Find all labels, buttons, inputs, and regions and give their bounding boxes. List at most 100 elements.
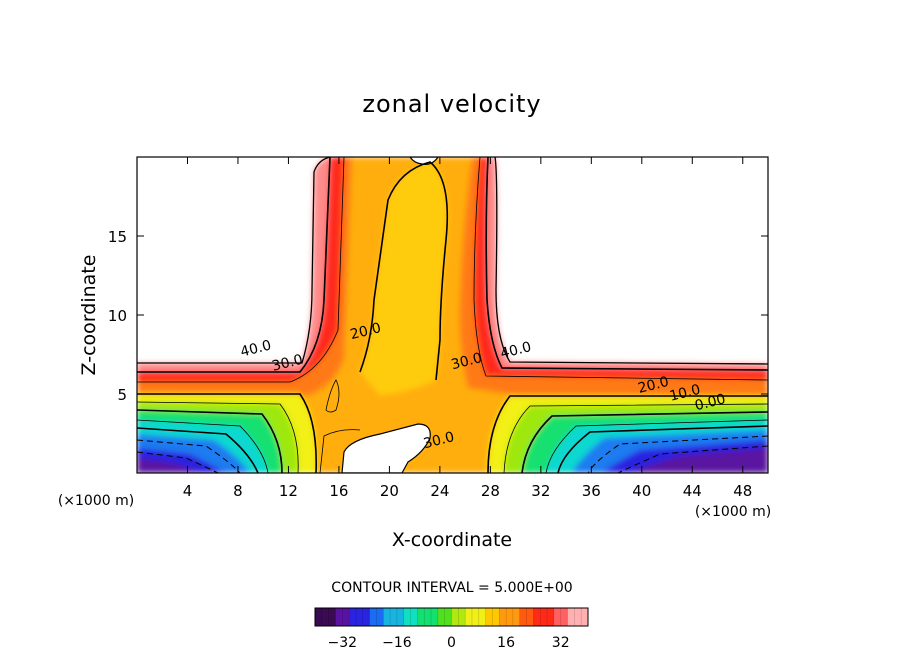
colorbar-tick-label: 32 [552,635,570,651]
x-tick-label: 32 [531,482,550,500]
contour-15-right [503,403,768,473]
colorbar-swatch [369,608,377,626]
colorbar-swatch [437,608,446,626]
contour-5-left [137,419,269,473]
velocity-field [137,157,768,473]
x-unit-left: (×1000 m) [58,493,134,509]
colorbar-swatch [410,608,418,626]
contour-label: 0.00 [693,391,727,414]
x-tick-label: 28 [481,482,500,500]
contour-30-right [485,157,768,371]
colorbar-swatch [328,608,336,626]
colorbar-swatch [383,608,391,626]
colorbar: −32 −16 0 16 32 [314,607,589,651]
colorbar-swatch [574,608,582,626]
contour-center-inner [319,379,361,473]
contour-20-plume [359,161,449,381]
x-tick-label: 48 [733,482,752,500]
contour-15-left [137,401,299,473]
colorbar-swatch [335,608,343,626]
colorbar-swatch [376,608,384,626]
contour-5-right [545,419,768,473]
colorbar-swatch [349,608,357,626]
colorbar-swatch [526,608,534,626]
x-tick-label: 8 [233,482,243,500]
x-tick-label: 4 [183,482,193,500]
x-axis-label: X-coordinate [392,529,512,551]
colorbar-swatch [451,608,459,626]
colorbar-swatch [506,608,514,626]
colorbar-swatch [533,608,541,626]
colorbar-swatch [478,608,487,626]
colorbar-tick-label: −16 [382,635,412,651]
colorbar-swatch [567,608,575,626]
x-unit-right: (×1000 m) [695,504,771,520]
contour-0-left [137,427,259,473]
colorbar-swatch [553,608,562,626]
contour-label: 30.0 [450,350,484,373]
colorbar-tick-labels: −32 −16 0 16 32 [328,635,570,651]
colorbar-swatch [471,608,480,626]
colorbar-swatch [485,608,493,626]
y-tick-label: 5 [117,386,127,404]
x-tick-label: 24 [430,482,449,500]
colorbar-swatches [314,608,589,626]
x-tick-label: 12 [279,482,298,500]
colorbar-swatch [431,608,439,626]
chart-title: zonal velocity [362,90,541,118]
contour-label: 40.0 [239,338,273,361]
y-tick-label: 15 [108,228,127,246]
x-tick-label: 44 [683,482,702,500]
colorbar-swatch [512,608,521,626]
contour-40-left [137,157,331,364]
contour-label: 20.0 [636,374,670,397]
y-tick-marks: 5 10 15 [108,228,768,404]
colorbar-tick-label: 16 [497,635,515,651]
colorbar-swatch [390,608,398,626]
colorbar-swatch [321,608,330,626]
x-tick-label: 40 [632,482,651,500]
contour-30-left [137,157,331,373]
colorbar-swatch [465,608,473,626]
contour-20-left [137,393,317,473]
field-band-gold [360,162,448,395]
colorbar-swatch [492,608,500,626]
colorbar-swatch [396,608,405,626]
x-tick-label: 36 [582,482,601,500]
colorbar-swatch [519,608,527,626]
colorbar-swatch [540,608,548,626]
colorbar-swatch [458,608,466,626]
field-band-violet-l [137,458,200,473]
contour-25-right [473,157,768,381]
contour-label: 10.0 [668,382,702,405]
contour-label: 20.0 [349,320,383,343]
contour-label: 30.0 [422,429,456,452]
contour-40-right [494,157,768,365]
contour-0-right [557,425,768,473]
contour-label: 40.0 [499,339,533,362]
contour-neg-left [137,439,241,473]
colorbar-tick-label: −32 [328,635,358,651]
y-tick-label: 10 [108,307,127,325]
colorbar-swatch [342,608,350,626]
colorbar-swatch [417,608,425,626]
colorbar-swatch [403,608,411,626]
colorbar-tick-label: 0 [447,635,456,651]
contour-20-right [487,395,768,473]
contour-10-right [521,411,768,473]
colorbar-swatch [355,608,364,626]
x-tick-marks: 4 8 12 16 20 24 28 32 36 40 44 48 [183,157,752,500]
contour-interval-label: CONTOUR INTERVAL = 5.000E+00 [331,580,572,596]
contour-label: 30.0 [270,352,304,375]
y-axis-label: Z-coordinate [78,255,100,376]
colorbar-swatch [362,608,370,626]
colorbar-swatch [499,608,507,626]
contour-10-left [137,409,283,473]
colorbar-swatch [424,608,432,626]
contour-lines [137,157,768,473]
contour-25-left [137,157,345,383]
field-band-violet-r [630,448,768,473]
